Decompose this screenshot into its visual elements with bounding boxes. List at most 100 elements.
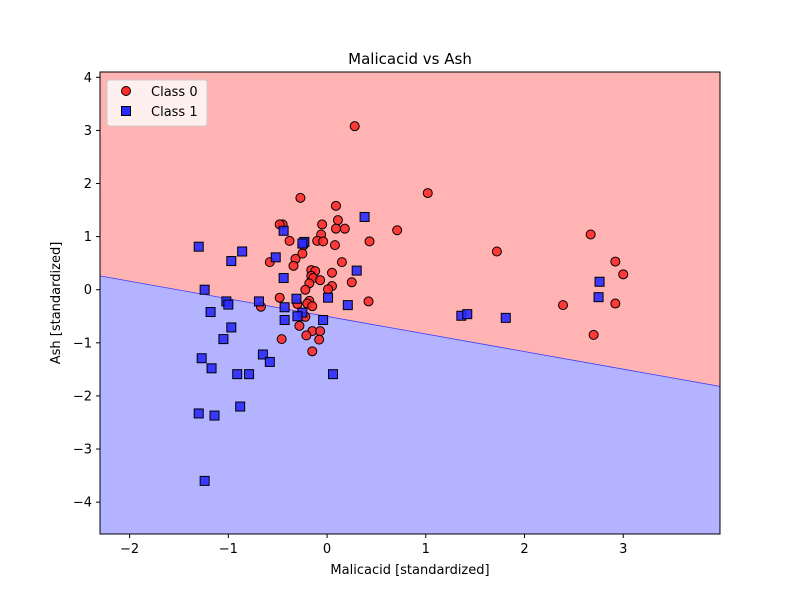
chart-title: Malicacid vs Ash [348, 50, 472, 68]
class-0-point [491, 246, 502, 257]
class-0-point [295, 192, 306, 203]
class-1-point [237, 246, 248, 257]
y-tick-label: 3 [84, 124, 92, 139]
class-1-point [291, 293, 302, 304]
class-1-point [297, 238, 308, 249]
x-axis-label: Malicacid [standardized] [330, 563, 489, 578]
class-1-point [209, 410, 220, 421]
class-1-point [235, 401, 246, 412]
x-tick-label: 0 [323, 542, 331, 557]
x-tick-label: −1 [219, 542, 238, 557]
x-axis-ticks: −2 −1 0 1 2 3 [120, 534, 627, 557]
class-0-point [307, 346, 318, 357]
class-0-point [610, 298, 621, 309]
class-0-point [276, 334, 287, 345]
y-tick-label: −3 [73, 443, 92, 458]
class-1-point [196, 353, 207, 364]
class-0-point [300, 284, 311, 295]
class-1-point [351, 265, 362, 276]
class-0-point [585, 229, 596, 240]
plot-frame [99, 71, 721, 535]
class-1-point [500, 312, 511, 323]
decision-regions [99, 72, 721, 534]
y-tick-label: −4 [73, 496, 92, 511]
class-0-point [422, 188, 433, 199]
class-1-point [264, 356, 275, 367]
class-1-point [292, 311, 303, 322]
class-1-point [279, 302, 290, 313]
class-1-point [594, 276, 605, 287]
class-1-point [193, 408, 204, 419]
y-tick-label: 0 [84, 283, 92, 298]
class-0-point [327, 267, 338, 278]
class-1-point [226, 322, 237, 333]
class-0-point [558, 300, 569, 311]
class-1-point [193, 241, 204, 252]
class-0-point [339, 223, 350, 234]
class-0-point [330, 223, 341, 234]
y-tick-label: 4 [84, 71, 92, 86]
class-1-point [199, 284, 210, 295]
y-tick-label: −2 [73, 389, 92, 404]
class-1-point [270, 252, 281, 263]
class-0-point [346, 277, 357, 288]
y-axis-label: Ash [standardized] [49, 242, 64, 365]
class-1-point [278, 273, 289, 284]
class-0-point [330, 200, 341, 211]
class-1-point [232, 369, 243, 380]
class-1-point [279, 314, 290, 325]
x-tick-label: −2 [120, 542, 139, 557]
class-0-point [297, 248, 308, 259]
class-0-point [329, 240, 340, 251]
class-0-point [274, 292, 285, 303]
class-0-point [349, 121, 360, 132]
class-0-point [392, 225, 403, 236]
class-0-point [288, 260, 299, 271]
legend-class1-marker [121, 106, 131, 116]
class-1-point [278, 225, 289, 236]
class-1-point [218, 334, 229, 345]
legend-class0-marker [121, 86, 131, 96]
class-0-point [588, 329, 599, 340]
class-0-point [284, 235, 295, 246]
class-0-point [301, 330, 312, 341]
legend-box [106, 79, 208, 127]
y-tick-label: 1 [84, 230, 92, 245]
class-1-point [593, 292, 604, 303]
class-0-point [317, 219, 328, 230]
class-0-point [618, 269, 629, 280]
class-1-point [206, 363, 217, 374]
class-1-point [226, 256, 237, 267]
class-0-point [315, 326, 326, 337]
class-0-point [364, 236, 375, 247]
data-points [193, 121, 629, 486]
class-0-point [318, 236, 329, 247]
class-1-point [253, 296, 264, 307]
class-0-point [610, 256, 621, 267]
class-0-point [307, 301, 318, 312]
class-0-point [294, 320, 305, 331]
y-tick-label: −1 [73, 336, 92, 351]
class-1-point [223, 299, 234, 310]
class-1-point [323, 292, 334, 303]
class-0-point [332, 215, 343, 226]
y-axis-ticks: −4 −3 −2 −1 0 1 2 3 4 [73, 71, 100, 511]
y-tick-label: 2 [84, 177, 92, 192]
class-0-point [323, 284, 334, 295]
class-0-point [314, 334, 325, 345]
class-1-point [244, 369, 255, 380]
class-1-point [359, 211, 370, 222]
legend: Class 0 Class 1 [106, 79, 208, 127]
x-tick-label: 2 [520, 542, 528, 557]
class-1-point [199, 475, 210, 486]
class-1-point [257, 349, 268, 360]
class-0-point [363, 296, 374, 307]
class-0-point [315, 275, 326, 286]
x-tick-label: 3 [619, 542, 627, 557]
region-class-1 [100, 275, 720, 534]
legend-class0-label: Class 0 [151, 85, 198, 100]
class-1-point [318, 314, 329, 325]
x-tick-label: 1 [422, 542, 430, 557]
